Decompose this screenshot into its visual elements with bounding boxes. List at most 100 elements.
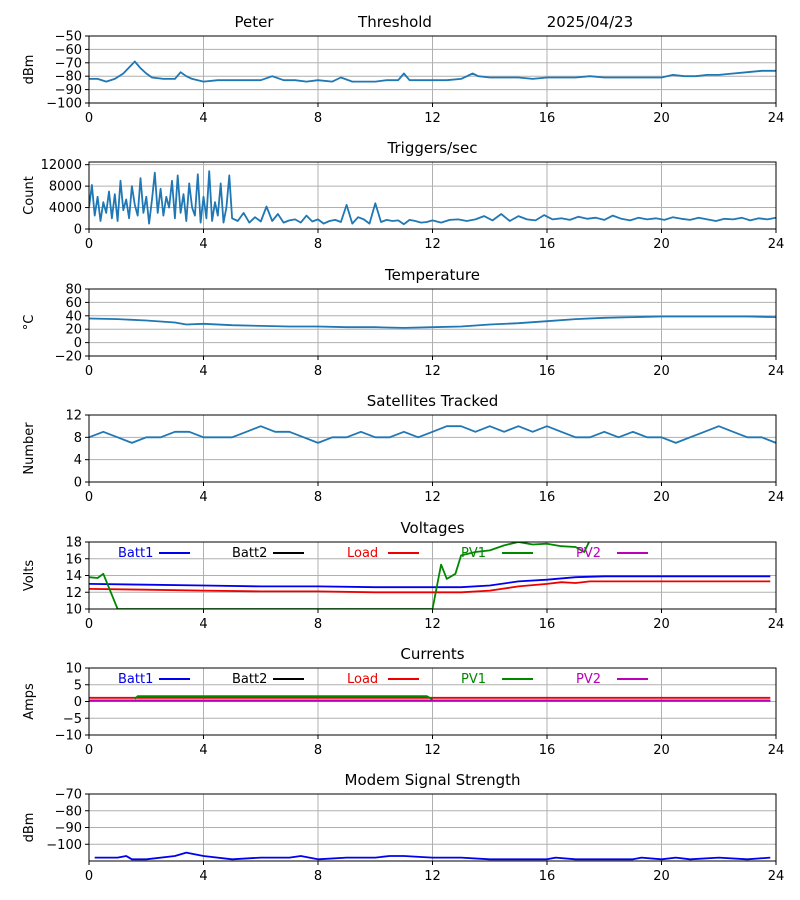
y-tick-label: −10 bbox=[55, 729, 82, 744]
y-tick-label: 0 bbox=[74, 336, 82, 351]
series-group bbox=[94, 851, 771, 861]
x-tick-label: 24 bbox=[768, 490, 785, 505]
x-tick-label: 20 bbox=[653, 490, 670, 505]
x-tick-label: 8 bbox=[314, 743, 322, 758]
legend-label: PV1 bbox=[461, 672, 486, 687]
x-tick-label: 0 bbox=[85, 869, 93, 884]
x-tick-label: 4 bbox=[199, 743, 207, 758]
x-tick-label: 8 bbox=[314, 111, 322, 126]
y-tick-label: 60 bbox=[65, 296, 82, 311]
series-line-main bbox=[94, 851, 771, 861]
panel-6: 0 4 8 12 16 20 24 −100 −90 −80−70 Modem Signal Str… bbox=[22, 771, 784, 884]
x-tick-label: 20 bbox=[653, 869, 670, 884]
panel-1: 0 4 8 12 16 20 24 0 4000 8000 12000 Triggers/sec Cou… bbox=[22, 139, 784, 252]
header-date: 2025/04/23 bbox=[547, 13, 633, 31]
x-tick-label: 16 bbox=[539, 869, 556, 884]
y-tick-label: 8000 bbox=[49, 180, 82, 195]
y-axis-label: Amps bbox=[22, 683, 37, 720]
x-tick-label: 0 bbox=[85, 237, 93, 252]
x-tick-label: 24 bbox=[768, 617, 785, 632]
y-axis-label: dBm bbox=[22, 813, 37, 843]
y-tick-label: −50 bbox=[55, 30, 82, 45]
panel-title: Satellites Tracked bbox=[367, 392, 498, 410]
legend-label: PV2 bbox=[576, 672, 601, 687]
legend-label: Load bbox=[347, 672, 378, 687]
series-line-batt1 bbox=[89, 575, 771, 589]
y-axis-label: °C bbox=[22, 315, 37, 331]
x-tick-label: 24 bbox=[768, 743, 785, 758]
panel-title: Temperature bbox=[384, 266, 480, 284]
y-tick-label: −100 bbox=[46, 97, 82, 112]
x-tick-label: 8 bbox=[314, 617, 322, 632]
panel-title: Currents bbox=[400, 645, 464, 663]
y-tick-label: 5 bbox=[74, 678, 82, 693]
y-tick-label: 10 bbox=[65, 662, 82, 677]
x-tick-label: 16 bbox=[539, 111, 556, 126]
y-tick-label: 4 bbox=[74, 453, 82, 468]
y-axis-label: Count bbox=[22, 176, 37, 215]
panel-5: 0 4 8 12 16 20 24 −10 −5 0 510 Currents Amps Batt1 Bat… bbox=[22, 645, 784, 758]
series-line-pv1 bbox=[134, 695, 433, 701]
x-tick-label: 12 bbox=[424, 237, 441, 252]
x-tick-label: 20 bbox=[653, 237, 670, 252]
x-tick-label: 24 bbox=[768, 237, 785, 252]
x-tick-label: 0 bbox=[85, 490, 93, 505]
x-tick-label: 20 bbox=[653, 364, 670, 379]
legend-label: Batt1 bbox=[118, 672, 153, 687]
y-tick-label: −80 bbox=[55, 804, 82, 819]
legend-label: Batt1 bbox=[118, 546, 153, 561]
x-tick-label: 24 bbox=[768, 111, 785, 126]
legend-label: PV1 bbox=[461, 546, 486, 561]
panel-3: 0 4 8 12 16 20 24 0 4 8 12 Satellites Tracked Number bbox=[22, 392, 784, 505]
panel-title: Triggers/sec bbox=[387, 139, 478, 157]
series-line-main bbox=[89, 60, 776, 83]
x-tick-label: 0 bbox=[85, 743, 93, 758]
x-tick-label: 0 bbox=[85, 111, 93, 126]
x-tick-label: 12 bbox=[424, 111, 441, 126]
y-tick-label: 20 bbox=[65, 323, 82, 338]
y-tick-label: 0 bbox=[74, 695, 82, 710]
x-tick-label: 4 bbox=[199, 237, 207, 252]
x-tick-label: 16 bbox=[539, 743, 556, 758]
series-group bbox=[89, 695, 771, 702]
y-tick-label: 18 bbox=[65, 536, 82, 551]
series-group bbox=[89, 315, 776, 329]
y-tick-label: 12 bbox=[65, 409, 82, 424]
x-tick-label: 16 bbox=[539, 490, 556, 505]
y-tick-label: 0 bbox=[74, 476, 82, 491]
x-tick-label: 16 bbox=[539, 617, 556, 632]
x-tick-label: 20 bbox=[653, 111, 670, 126]
y-tick-label: −100 bbox=[46, 838, 82, 853]
x-tick-label: 20 bbox=[653, 617, 670, 632]
x-tick-label: 8 bbox=[314, 237, 322, 252]
x-tick-label: 12 bbox=[424, 490, 441, 505]
panel-0: 0 4 8 12 16 20 24 −100−90−80−70−60−50 dBm bbox=[22, 30, 784, 127]
y-tick-label: 10 bbox=[65, 603, 82, 618]
y-axis-label: Number bbox=[22, 422, 37, 475]
series-line-main bbox=[89, 425, 776, 444]
panel-title: Voltages bbox=[400, 519, 464, 537]
y-tick-label: −80 bbox=[55, 70, 82, 85]
series-group bbox=[89, 170, 776, 226]
x-tick-label: 12 bbox=[424, 869, 441, 884]
x-tick-label: 0 bbox=[85, 617, 93, 632]
series-group bbox=[89, 425, 776, 444]
x-tick-label: 8 bbox=[314, 364, 322, 379]
y-axis-label: dBm bbox=[22, 55, 37, 85]
y-tick-label: −60 bbox=[55, 43, 82, 58]
panel-title: Modem Signal Strength bbox=[345, 771, 521, 789]
y-axis-label: Volts bbox=[22, 560, 37, 592]
x-tick-label: 0 bbox=[85, 364, 93, 379]
header-site: Peter bbox=[234, 13, 274, 31]
x-tick-label: 12 bbox=[424, 743, 441, 758]
y-tick-label: −5 bbox=[63, 712, 82, 727]
x-tick-label: 4 bbox=[199, 617, 207, 632]
legend-label: Load bbox=[347, 546, 378, 561]
y-tick-label: −20 bbox=[55, 350, 82, 365]
legend-label: Batt2 bbox=[232, 546, 267, 561]
y-tick-label: −90 bbox=[55, 83, 82, 98]
x-tick-label: 16 bbox=[539, 364, 556, 379]
series-line-main bbox=[89, 170, 776, 226]
